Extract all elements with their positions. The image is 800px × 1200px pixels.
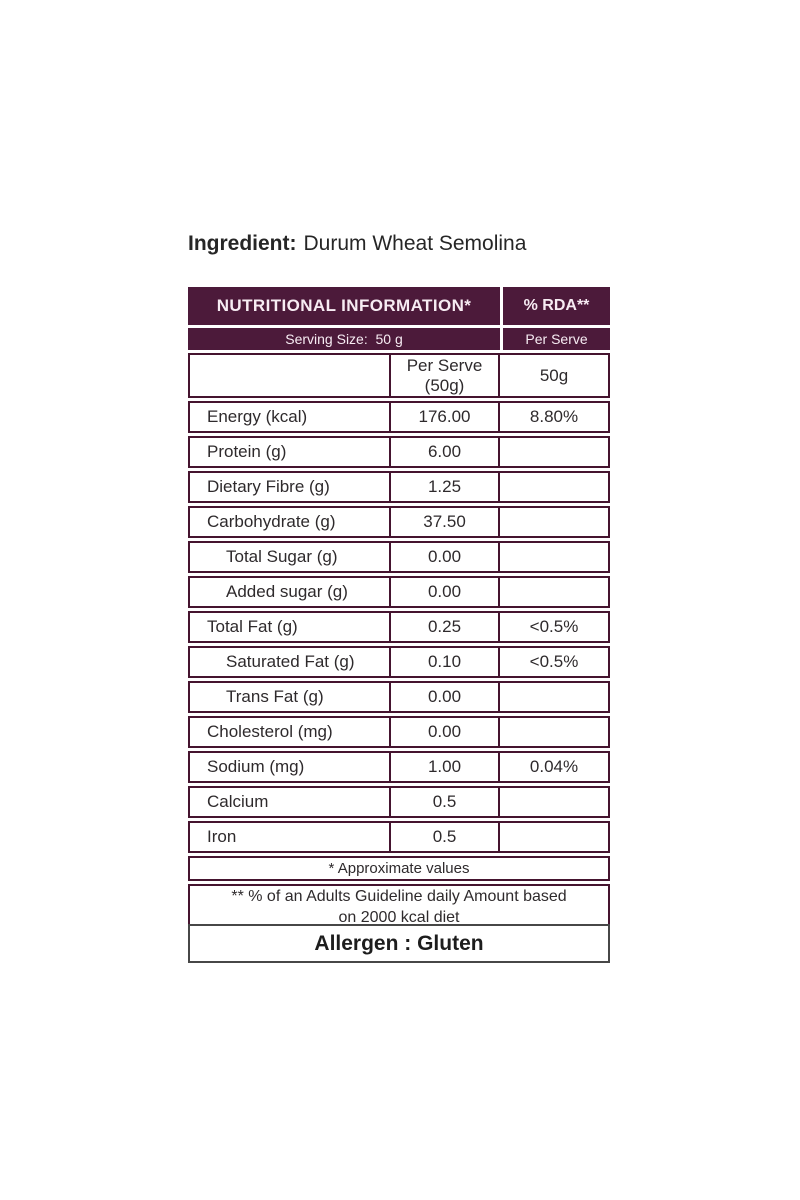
nutrient-value: 0.5 [391, 821, 501, 854]
nutrient-label: Energy (kcal) [188, 401, 391, 434]
nutrient-label: Total Fat (g) [188, 611, 391, 644]
table-row: Energy (kcal) 176.00 8.80% [188, 401, 611, 434]
table-header-rda: % RDA** [500, 287, 611, 325]
nutrient-label: Carbohydrate (g) [188, 506, 391, 539]
nutrient-value: 0.25 [391, 611, 501, 644]
nutrient-value: 0.00 [391, 541, 501, 574]
nutrient-rda: <0.5% [500, 611, 611, 644]
nutrient-rda: <0.5% [500, 646, 611, 679]
nutrient-rda [500, 716, 611, 749]
table-row: Total Fat (g) 0.25 <0.5% [188, 611, 611, 644]
footnote-row: * Approximate values [188, 856, 611, 882]
table-header-title: NUTRITIONAL INFORMATION* [188, 287, 501, 325]
nutrient-value: 0.00 [391, 681, 501, 714]
column-header-row: Per Serve (50g) 50g [188, 353, 611, 399]
nutrition-table: NUTRITIONAL INFORMATION* % RDA** Serving… [188, 284, 611, 935]
column-header-empty [188, 353, 391, 399]
table-row: Cholesterol (mg) 0.00 [188, 716, 611, 749]
nutrient-label: Saturated Fat (g) [188, 646, 391, 679]
nutrient-value: 6.00 [391, 436, 501, 469]
column-header-amount: 50g [500, 353, 611, 399]
header-row: NUTRITIONAL INFORMATION* % RDA** [188, 287, 611, 325]
nutrient-label: Trans Fat (g) [188, 681, 391, 714]
allergen-box: Allergen : Gluten [188, 924, 610, 963]
serving-size-row: Serving Size: 50 g Per Serve [188, 328, 611, 350]
nutrient-label: Sodium (mg) [188, 751, 391, 784]
footnote-rda-basis: ** % of an Adults Guideline daily Amount… [188, 884, 611, 932]
nutrient-label: Calcium [188, 786, 391, 819]
nutrient-value: 0.10 [391, 646, 501, 679]
ingredient-title: Ingredient: Durum Wheat Semolina [188, 232, 526, 256]
nutrient-rda [500, 821, 611, 854]
table-row: Calcium 0.5 [188, 786, 611, 819]
nutrient-rda [500, 681, 611, 714]
ingredient-label: Ingredient: [188, 232, 297, 255]
table-row: Total Sugar (g) 0.00 [188, 541, 611, 574]
nutrient-label: Dietary Fibre (g) [188, 471, 391, 504]
nutrient-value: 1.00 [391, 751, 501, 784]
nutrient-value: 0.00 [391, 576, 501, 609]
table-row: Iron 0.5 [188, 821, 611, 854]
nutrient-rda [500, 541, 611, 574]
nutrient-rda: 8.80% [500, 401, 611, 434]
allergen-text: Allergen : Gluten [314, 931, 484, 955]
nutrient-label: Iron [188, 821, 391, 854]
nutrient-rda [500, 786, 611, 819]
nutrient-rda [500, 576, 611, 609]
table-row: Saturated Fat (g) 0.10 <0.5% [188, 646, 611, 679]
nutrient-rda [500, 436, 611, 469]
table-row: Carbohydrate (g) 37.50 [188, 506, 611, 539]
table-row: Dietary Fibre (g) 1.25 [188, 471, 611, 504]
footnote-approximate: * Approximate values [188, 856, 611, 882]
table-row: Added sugar (g) 0.00 [188, 576, 611, 609]
nutrient-value: 176.00 [391, 401, 501, 434]
nutrient-label: Cholesterol (mg) [188, 716, 391, 749]
nutrient-label: Total Sugar (g) [188, 541, 391, 574]
nutrient-rda [500, 506, 611, 539]
nutrient-rda [500, 471, 611, 504]
table-row: Trans Fat (g) 0.00 [188, 681, 611, 714]
nutrient-rda: 0.04% [500, 751, 611, 784]
nutrient-value: 1.25 [391, 471, 501, 504]
footnote-row: ** % of an Adults Guideline daily Amount… [188, 884, 611, 932]
nutrient-value: 0.5 [391, 786, 501, 819]
nutrient-value: 0.00 [391, 716, 501, 749]
per-serve-cell: Per Serve [500, 328, 611, 350]
serving-size-cell: Serving Size: 50 g [188, 328, 501, 350]
column-header-per-serve: Per Serve (50g) [391, 353, 501, 399]
nutrient-value: 37.50 [391, 506, 501, 539]
nutrient-label: Protein (g) [188, 436, 391, 469]
nutrient-label: Added sugar (g) [188, 576, 391, 609]
table-row: Protein (g) 6.00 [188, 436, 611, 469]
ingredient-value: Durum Wheat Semolina [303, 232, 527, 255]
table-row: Sodium (mg) 1.00 0.04% [188, 751, 611, 784]
